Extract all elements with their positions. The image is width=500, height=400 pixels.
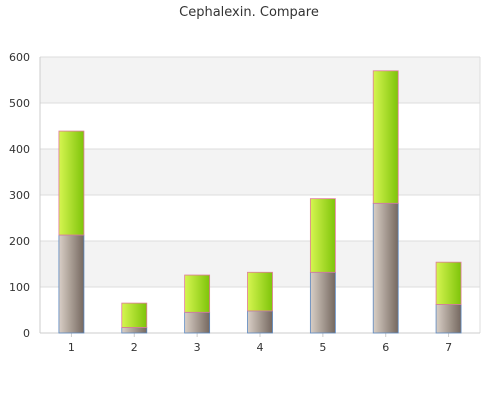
bars	[58, 70, 462, 334]
grid-band	[40, 57, 480, 103]
x-tick-label: 2	[131, 341, 138, 354]
bar-lower-7	[435, 304, 462, 334]
bar-lower-6	[372, 202, 399, 334]
x-tick-label: 1	[68, 341, 75, 354]
x-tick-label: 6	[382, 341, 389, 354]
bar-lower-4	[247, 310, 273, 334]
bar-upper-1	[58, 130, 85, 236]
x-tick-label: 4	[257, 341, 264, 354]
bar-lower-2	[121, 327, 148, 334]
y-tick-label: 400	[9, 143, 30, 156]
chart-title: Cephalexin. Compare	[179, 5, 319, 20]
grid-bands	[40, 57, 480, 333]
grid-band	[40, 103, 480, 149]
bar-upper-6	[372, 70, 399, 204]
x-tick-label: 5	[319, 341, 326, 354]
grid-band	[40, 149, 480, 195]
y-tick-label: 300	[9, 189, 30, 202]
bar-upper-4	[247, 271, 273, 312]
y-tick-label: 0	[23, 327, 30, 340]
bar-upper-7	[435, 261, 462, 305]
bar-lower-3	[184, 311, 211, 334]
bar-lower-5	[309, 271, 336, 334]
grid-band	[40, 195, 480, 241]
y-tick-label: 100	[9, 281, 30, 294]
y-tick-label: 200	[9, 235, 30, 248]
x-tick-label: 3	[194, 341, 201, 354]
bar-upper-5	[309, 198, 336, 273]
x-tick-label: 7	[445, 341, 452, 354]
y-tick-label: 600	[9, 51, 30, 64]
y-axis: 0 100 200 300 400 500 600	[9, 51, 41, 340]
x-axis: 1 2 3 4 5 6 7	[40, 332, 480, 354]
bar-upper-2	[121, 302, 148, 328]
bar-lower-1	[58, 234, 85, 334]
y-tick-label: 500	[9, 97, 30, 110]
bar-upper-3	[184, 274, 211, 313]
